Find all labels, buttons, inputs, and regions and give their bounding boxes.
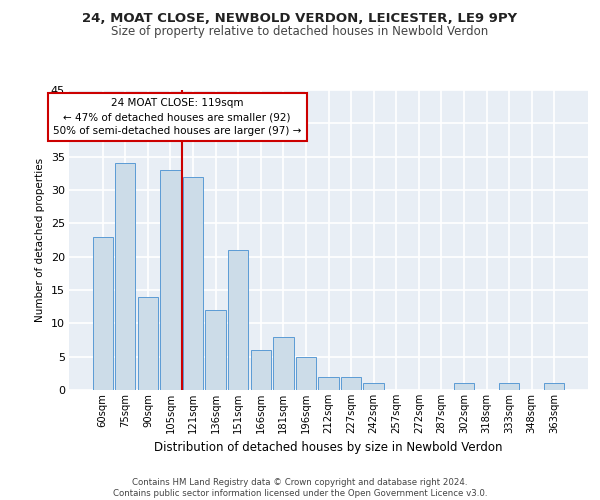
Bar — [499, 384, 519, 390]
Bar — [364, 384, 384, 390]
Bar — [341, 376, 361, 390]
Text: 24, MOAT CLOSE, NEWBOLD VERDON, LEICESTER, LE9 9PY: 24, MOAT CLOSE, NEWBOLD VERDON, LEICESTE… — [82, 12, 518, 26]
Text: 24 MOAT CLOSE: 119sqm
← 47% of detached houses are smaller (92)
50% of semi-deta: 24 MOAT CLOSE: 119sqm ← 47% of detached … — [53, 98, 301, 136]
Bar — [138, 296, 158, 390]
Bar — [251, 350, 271, 390]
Bar — [160, 170, 181, 390]
Bar — [205, 310, 226, 390]
Text: Size of property relative to detached houses in Newbold Verdon: Size of property relative to detached ho… — [112, 25, 488, 38]
Bar — [183, 176, 203, 390]
Bar — [319, 376, 338, 390]
Bar — [296, 356, 316, 390]
Bar — [115, 164, 136, 390]
Bar — [92, 236, 113, 390]
X-axis label: Distribution of detached houses by size in Newbold Verdon: Distribution of detached houses by size … — [154, 442, 503, 454]
Bar — [454, 384, 474, 390]
Text: Contains HM Land Registry data © Crown copyright and database right 2024.
Contai: Contains HM Land Registry data © Crown c… — [113, 478, 487, 498]
Bar — [228, 250, 248, 390]
Bar — [544, 384, 565, 390]
Y-axis label: Number of detached properties: Number of detached properties — [35, 158, 45, 322]
Bar — [273, 336, 293, 390]
